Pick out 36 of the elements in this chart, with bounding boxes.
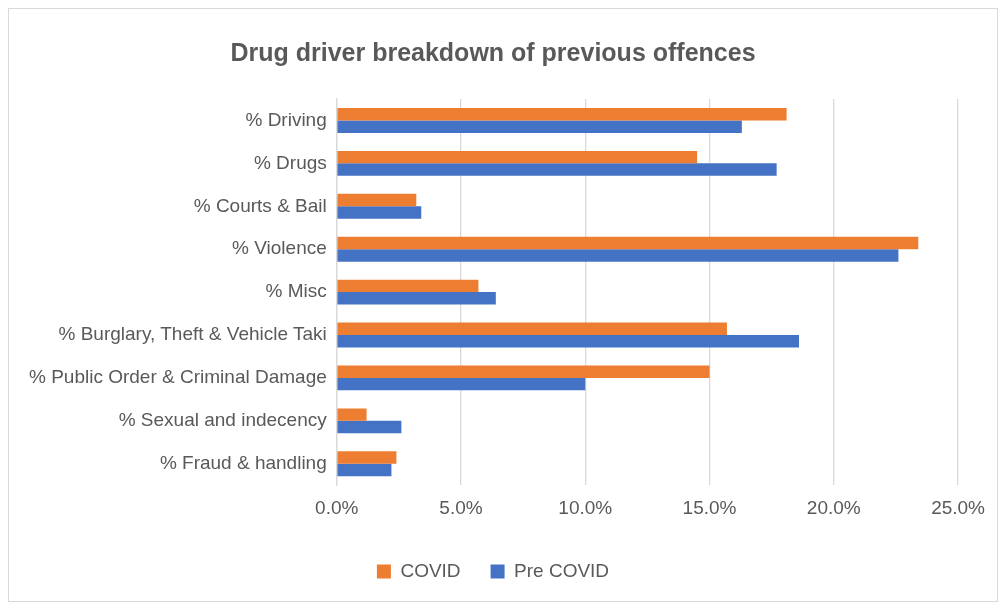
y-tick-label: % Violence [232, 237, 327, 259]
x-tick-label: 10.0% [558, 496, 613, 518]
legend-label: COVID [400, 559, 461, 581]
bar [337, 150, 698, 164]
x-tick-label: 15.0% [682, 496, 737, 518]
bar [337, 463, 392, 477]
x-tick-label: 20.0% [806, 496, 861, 518]
bar [337, 108, 787, 121]
bar [337, 408, 367, 421]
y-tick-label: % Driving [245, 108, 327, 130]
y-tick-label: % Drugs [253, 151, 327, 173]
y-tick-label: % Sexual and indecency [118, 409, 328, 431]
bar [337, 451, 397, 464]
x-tick-label: 25.0% [931, 496, 986, 518]
bar [337, 322, 727, 336]
bar [337, 365, 710, 378]
chart-title: Drug driver breakdown of previous offences [230, 37, 756, 66]
bar [337, 292, 496, 305]
bar [337, 335, 800, 348]
bar [337, 420, 402, 434]
bar [337, 377, 586, 391]
bar [337, 249, 899, 262]
bar [337, 120, 742, 133]
y-tick-label: % Misc [265, 280, 327, 302]
x-tick-label: 5.0% [439, 496, 483, 518]
bar [337, 206, 422, 219]
bar [337, 236, 919, 250]
bar [337, 279, 479, 293]
x-tick-label: 0.0% [315, 496, 359, 518]
bar [337, 193, 417, 207]
y-tick-label: % Public Order & Criminal Damage [29, 366, 327, 388]
y-tick-label: % Courts & Bail [193, 194, 327, 216]
y-tick-label: % Burglary, Theft & Vehicle Taki [58, 323, 327, 345]
y-tick-label: % Fraud & handling [159, 451, 327, 473]
legend-label: Pre COVID [514, 559, 610, 581]
bar [337, 163, 777, 176]
